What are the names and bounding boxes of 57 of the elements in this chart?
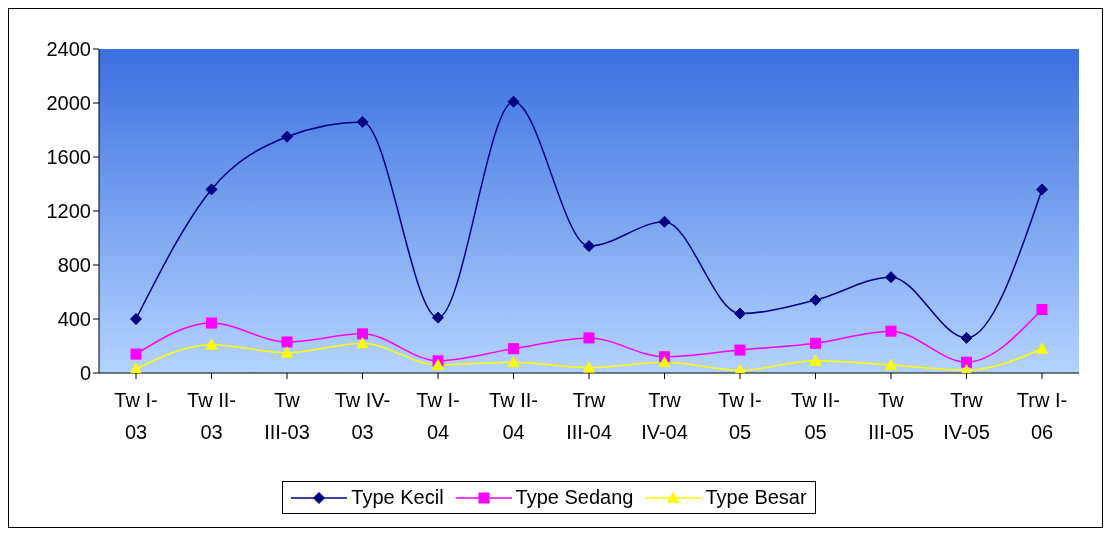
point — [583, 240, 595, 253]
point — [583, 332, 595, 344]
point — [130, 313, 142, 325]
point — [1036, 342, 1048, 354]
point — [1036, 183, 1048, 196]
point — [885, 271, 897, 284]
x-tick-label: Tw II-04 — [489, 389, 538, 443]
point — [356, 115, 369, 128]
point — [734, 344, 746, 356]
point — [961, 356, 972, 368]
point — [507, 356, 520, 368]
x-tick-label: Tw III-05 — [868, 389, 914, 443]
x-tick-label: Tw I-05 — [718, 389, 762, 443]
point — [205, 338, 218, 350]
point — [583, 361, 595, 373]
x-tick-label: Tw II-03 — [187, 389, 236, 443]
point — [885, 325, 897, 337]
point — [810, 337, 821, 349]
point — [130, 362, 142, 373]
point — [432, 311, 444, 324]
point — [809, 294, 822, 307]
point — [658, 356, 671, 368]
point — [281, 346, 293, 358]
y-tick-label: 2000 — [46, 92, 91, 115]
point — [1036, 304, 1048, 316]
x-tick-label: Trw III-04 — [566, 389, 612, 443]
point — [734, 307, 746, 320]
y-tick-label: 0 — [79, 362, 91, 385]
legend-label: Type Kecil — [351, 486, 444, 509]
y-tick-label: 400 — [57, 308, 91, 331]
point — [885, 358, 897, 370]
point — [281, 336, 293, 348]
x-tick-label: Tw II-05 — [791, 389, 840, 443]
point — [357, 328, 368, 340]
x-tick-label: Trw IV-04 — [641, 389, 688, 443]
point — [507, 95, 520, 108]
y-tick-label: 800 — [57, 254, 91, 277]
point — [809, 354, 822, 366]
legend-label: Type Sedang — [515, 486, 634, 509]
point — [205, 183, 218, 196]
point — [658, 215, 671, 228]
point — [960, 331, 973, 344]
x-tick-label: Tw I-04 — [416, 389, 460, 443]
x-tick-label: Tw I-03 — [114, 389, 158, 443]
x-tick-label: Tw IV-03 — [334, 389, 391, 443]
y-tick-label: 1600 — [46, 146, 91, 169]
legend-label: Type Besar — [705, 486, 807, 509]
x-tick-label: Trw I-06 — [1016, 389, 1068, 443]
x-tick-label: Trw IV-05 — [943, 389, 990, 443]
point — [130, 348, 142, 360]
y-tick-label: 1200 — [46, 200, 91, 223]
x-tick-label: Tw III-03 — [264, 389, 310, 443]
point — [508, 343, 519, 355]
point — [281, 130, 293, 143]
y-tick-label: 2400 — [46, 38, 91, 61]
point — [206, 317, 217, 329]
point — [356, 337, 369, 349]
